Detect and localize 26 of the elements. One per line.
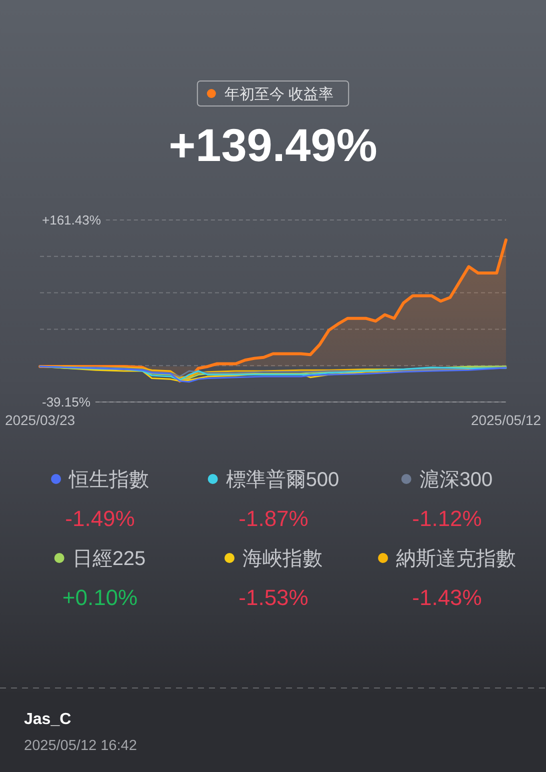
y-tick-label: -39.15% [42,394,91,410]
y-tick-label: +161.43% [42,212,102,228]
legend-label: 恒生指數 [68,469,149,491]
legend: 標準普爾500 [208,469,340,491]
text: +0.10% [62,585,138,610]
legend-label: 年初至今 收益率 [224,86,334,103]
legend: 海峽指數 [224,548,322,570]
text: +139.49% [168,119,378,171]
x-tick-label: 2025/05/12 [470,412,542,428]
text: Jas_C [24,711,72,728]
text: -1.53% [238,585,308,610]
legend-label: 滬深300 [419,469,493,491]
legend: 年初至今 收益率 [196,80,350,106]
text: 2025/05/12 16:42 [24,738,137,754]
legend: 滬深300 [401,469,493,491]
legend: 納斯達克指數 [378,548,516,570]
x-tick-label: 2025/03/23 [4,412,76,428]
legend-label: 標準普爾500 [226,468,340,491]
legend: 恒生指數 [51,469,149,491]
legend: 日經225 [54,548,146,570]
legend-label: 日經225 [72,548,146,570]
text: -1.43% [412,585,482,610]
text: -1.49% [65,506,135,531]
legend-label: 海峽指數 [242,548,322,570]
text: -1.12% [412,506,482,531]
text: -1.87% [238,506,308,531]
